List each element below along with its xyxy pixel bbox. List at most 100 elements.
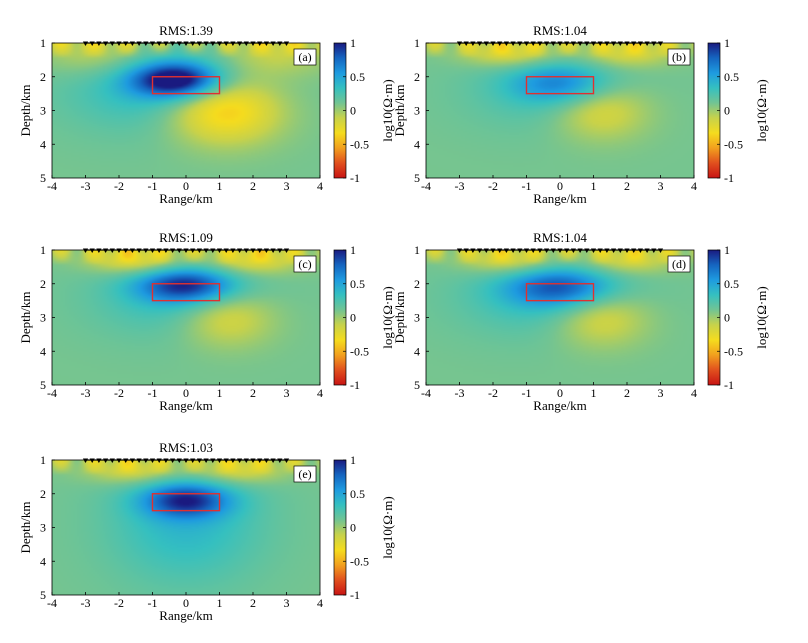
station-marker [237,458,243,463]
station-marker [517,41,523,46]
station-marker [243,248,249,253]
station-marker [283,41,290,46]
station-marker [109,248,115,253]
station-marker [497,248,503,253]
colorbar-tick-label: 0.5 [350,487,365,501]
panel-label-box [667,255,691,273]
x-tick-label: 3 [284,179,290,193]
colorbar-tick-label: -1 [724,171,734,185]
y-tick-label: 1 [414,36,420,50]
y-tick-label: 3 [414,311,420,325]
y-tick-label: 2 [414,70,420,84]
station-marker [136,458,142,463]
station-marker [490,248,496,253]
x-tick-label: 4 [317,596,323,610]
x-tick-label: -4 [47,179,57,193]
station-marker [116,458,122,463]
station-marker [109,41,115,46]
panel-label: (b) [672,50,686,64]
panel-c: -4 -3 -2 -1 0 1 2 3 4 1 2 3 4 5 Range/km Depth/km RMS:1.… [18,230,395,413]
y-tick-label: 3 [40,311,46,325]
x-tick-label: 0 [183,179,189,193]
station-marker [611,41,617,46]
station-marker [537,248,543,253]
station-marker [590,41,597,46]
station-marker [103,41,109,46]
y-axis-label: Depth/km [392,292,407,344]
panel-title: RMS:1.39 [159,23,213,38]
x-tick-label: -2 [114,179,124,193]
x-tick-label: 1 [591,179,597,193]
station-marker [483,41,489,46]
y-tick-label: 4 [414,137,420,151]
y-tick-label: 4 [40,554,46,568]
x-tick-label: 2 [624,179,630,193]
x-tick-label: -3 [81,596,91,610]
y-tick-label: 4 [414,344,420,358]
station-marker [503,248,509,253]
station-marker [190,248,196,253]
panel-e: -4 -3 -2 -1 0 1 2 3 4 1 2 3 4 5 Range/km Depth/km RMS:1.… [18,440,395,623]
station-marker [283,248,290,253]
colorbar-tick-label: -0.5 [350,137,369,151]
station-marker [644,248,650,253]
station-marker [657,41,664,46]
station-marker [631,248,637,253]
station-marker [89,248,95,253]
target-box [525,283,595,302]
y-tick-label: 5 [40,171,46,185]
x-tick-label: -3 [81,179,91,193]
station-marker [116,248,122,253]
target-box [151,493,221,512]
station-marker [196,41,202,46]
station-marker [631,41,637,46]
station-marker [651,41,657,46]
x-tick-label: -2 [488,386,498,400]
target-box [525,76,595,95]
panel-label-box [293,465,317,483]
panel-label-box [293,48,317,66]
station-marker [216,41,223,46]
x-tick-label: -4 [47,386,57,400]
station-marker [163,41,169,46]
station-marker [129,248,135,253]
station-marker [176,458,182,463]
y-tick-label: 1 [40,243,46,257]
station-marker [477,41,483,46]
station-marker [143,41,149,46]
x-tick-label: -1 [148,179,158,193]
station-marker [230,248,236,253]
station-marker [530,248,536,253]
colorbar-label: log10(Ω·m) [754,79,769,141]
station-marker [530,41,536,46]
x-tick-label: 2 [624,386,630,400]
station-marker [210,248,216,253]
y-tick-label: 1 [414,243,420,257]
station-marker [597,41,603,46]
station-marker [123,458,129,463]
station-marker [510,248,516,253]
station-marker [617,248,623,253]
station-marker [470,248,476,253]
station-marker [82,248,89,253]
x-tick-label: -1 [148,596,158,610]
station-marker [637,41,643,46]
station-marker [230,458,236,463]
y-tick-label: 2 [414,277,420,291]
x-tick-label: 3 [284,596,290,610]
station-marker [644,41,650,46]
station-marker [82,41,89,46]
colorbar-tick-label: -1 [350,378,360,392]
station-marker [617,41,623,46]
colorbar-tick-label: 0.5 [724,70,739,84]
y-tick-label: 3 [40,104,46,118]
resistivity-map [52,460,320,595]
x-tick-label: 3 [284,386,290,400]
station-marker [523,41,530,46]
colorbar-tick-label: -0.5 [350,554,369,568]
colorbar-tick-label: -0.5 [724,137,743,151]
station-marker [103,248,109,253]
station-marker [557,41,563,46]
colorbar-tick-label: 1 [350,453,356,467]
y-tick-label: 1 [40,453,46,467]
